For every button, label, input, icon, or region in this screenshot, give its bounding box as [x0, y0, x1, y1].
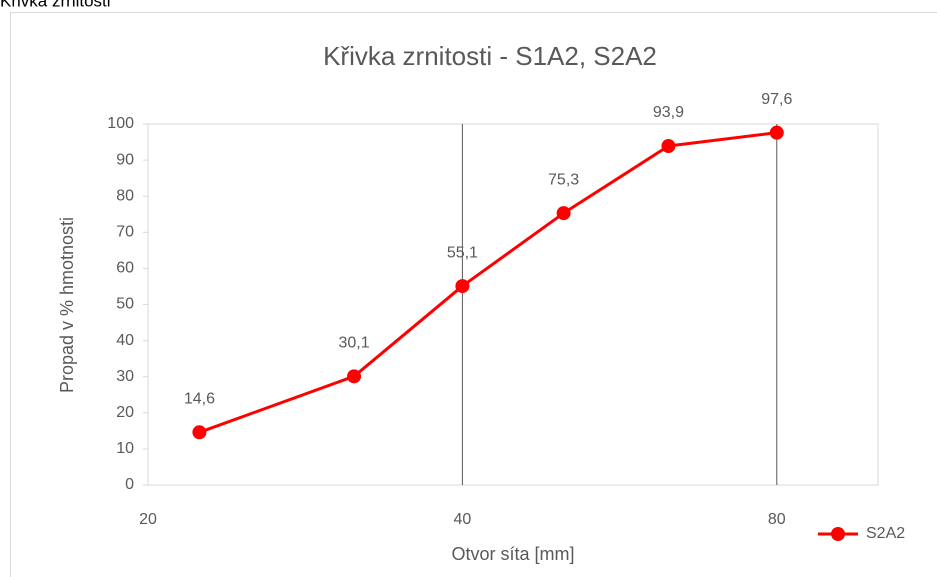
x-tick-label: 20 — [139, 511, 157, 528]
y-tick-label: 80 — [116, 187, 134, 204]
x-axis-label: Otvor síta [mm] — [451, 544, 574, 564]
data-label: 55,1 — [447, 244, 478, 261]
data-label: 97,6 — [761, 91, 792, 108]
data-point — [455, 279, 470, 294]
series-line — [198, 131, 777, 434]
y-tick-label: 40 — [116, 332, 134, 349]
data-point — [192, 425, 207, 440]
y-tick-label: 70 — [116, 224, 134, 241]
y-tick-label: 90 — [116, 151, 134, 168]
x-tick-label: 40 — [453, 511, 471, 528]
data-label: 93,9 — [653, 104, 684, 121]
y-tick-label: 20 — [116, 404, 134, 421]
y-tick-label: 10 — [116, 440, 134, 457]
chart-frame — [10, 12, 937, 577]
data-point — [661, 139, 676, 154]
y-tick-label: 0 — [125, 476, 134, 493]
legend-marker — [831, 527, 845, 541]
data-label: 14,6 — [184, 391, 215, 408]
page-heading: Křivka zrnitosti — [0, 0, 111, 10]
data-point — [347, 369, 362, 384]
y-tick-label: 50 — [116, 296, 134, 313]
chart-title: Křivka zrnitosti - S1A2, S2A2 — [323, 41, 657, 71]
x-tick-label: 80 — [768, 511, 786, 528]
legend-label: S2A2 — [866, 525, 905, 542]
data-label: 75,3 — [548, 171, 579, 188]
y-tick-label: 30 — [116, 368, 134, 385]
data-point — [769, 125, 784, 140]
data-label: 30,1 — [338, 335, 369, 352]
data-point — [556, 206, 571, 221]
y-tick-label: 60 — [116, 260, 134, 277]
y-tick-label: 100 — [107, 115, 134, 132]
y-axis-label: Propad v % hmotnosti — [57, 217, 77, 393]
